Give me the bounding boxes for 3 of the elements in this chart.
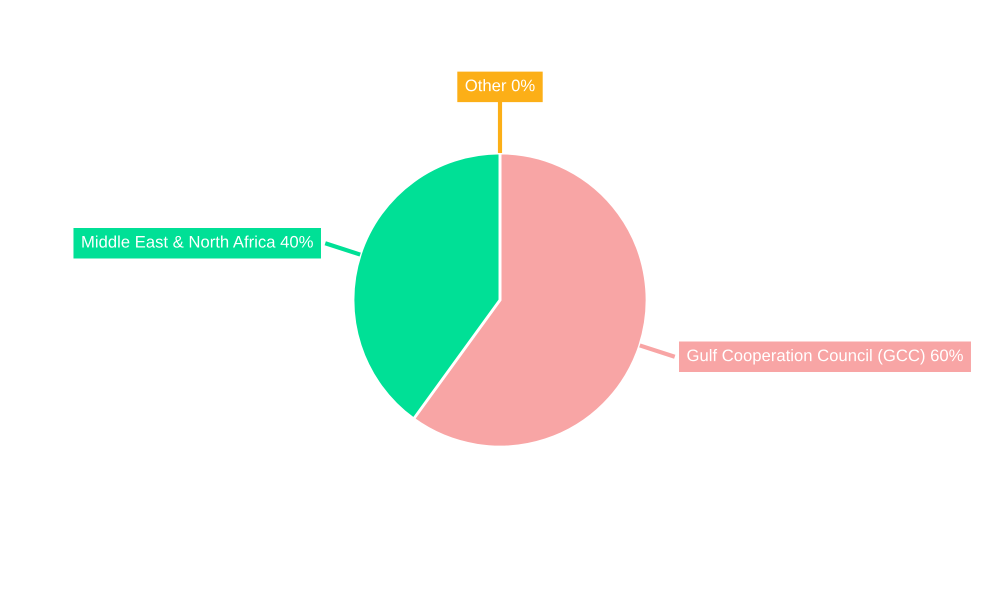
category-label: Other 0% bbox=[466, 79, 535, 92]
slice-label: Middle East & North Africa 40% bbox=[82, 235, 313, 248]
slice-label: Gulf Cooperation Council (GCC) 60% bbox=[687, 349, 963, 365]
